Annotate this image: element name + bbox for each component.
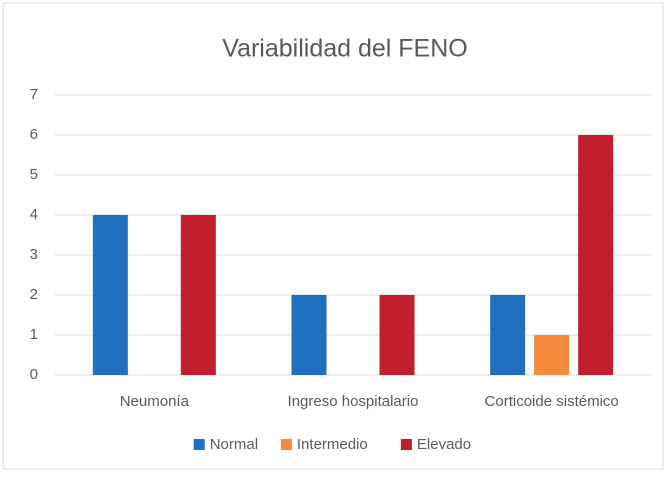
y-tick-label: 7 <box>30 86 38 103</box>
y-tick-label: 2 <box>30 286 38 303</box>
legend-swatch <box>280 439 292 450</box>
legend-label: Intermedio <box>297 436 368 453</box>
y-tick-label: 3 <box>30 246 38 263</box>
x-tick-label: Ingreso hospitalario <box>288 393 419 410</box>
legend-swatch <box>193 439 205 450</box>
bar <box>578 135 614 375</box>
bar <box>180 215 216 375</box>
x-tick-label: Neumonía <box>120 393 190 410</box>
bar <box>92 215 128 375</box>
bar <box>291 295 327 375</box>
bar <box>379 295 415 375</box>
x-tick-label: Corticoide sistémico <box>485 393 619 410</box>
y-tick-label: 5 <box>30 166 38 183</box>
bar <box>534 335 570 375</box>
y-tick-label: 6 <box>30 126 38 143</box>
legend-label: Elevado <box>417 436 471 453</box>
chart-title: Variabilidad del FENO <box>222 35 467 63</box>
y-tick-label: 1 <box>30 326 38 343</box>
y-tick-label: 0 <box>30 366 38 383</box>
bar <box>490 295 526 375</box>
y-tick-label: 4 <box>30 206 38 223</box>
legend-swatch <box>400 439 412 450</box>
legend-label: Normal <box>210 436 258 453</box>
